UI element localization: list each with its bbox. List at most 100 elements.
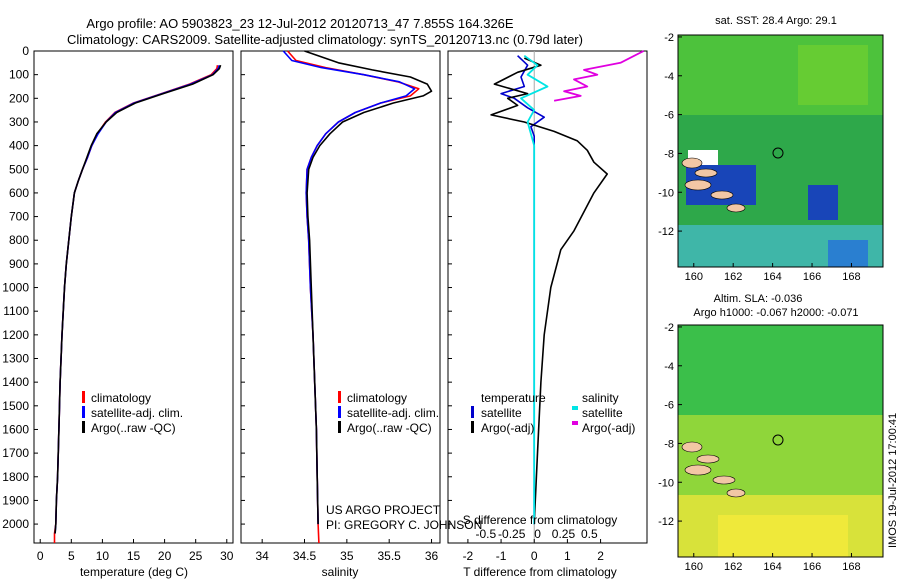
x-tick-label: 10 <box>96 549 110 563</box>
map-lat-label: -6 <box>664 110 674 122</box>
temperature-series-line-2 <box>54 64 222 534</box>
map-lat-label: -10 <box>658 477 674 489</box>
map-lat-label: -8 <box>664 148 674 160</box>
y-tick-label: 200 <box>9 91 29 105</box>
y-tick-label: 1800 <box>2 470 29 484</box>
legend-swatch-s-satellite <box>572 406 578 410</box>
legend-label: Argo(-adj) <box>582 421 635 435</box>
difference-series-group <box>490 50 645 543</box>
legend-swatch-argo <box>82 421 85 433</box>
island-shape <box>696 454 720 464</box>
x-tick-label: 30 <box>220 549 234 563</box>
map-lon-label: 168 <box>842 271 860 283</box>
map-lat-label: -4 <box>664 71 674 83</box>
map-lat-label: -6 <box>664 400 674 412</box>
x-tick-label: 35 <box>340 549 354 563</box>
map-lat-label: -2 <box>664 322 674 334</box>
sst-map-title: sat. SST: 28.4 Argo: 29.1 <box>715 15 837 27</box>
sla-map-title-line2: Argo h1000: -0.067 h2000: -0.071 <box>693 307 858 319</box>
legend-label: climatology <box>91 391 151 405</box>
island-shape <box>681 157 703 169</box>
map-lon-label: 160 <box>685 561 703 573</box>
x-tick-label: -1 <box>496 549 507 563</box>
difference-series-line-1 <box>490 57 609 525</box>
sst-map-cold-patch <box>828 240 868 267</box>
y-tick-label: 1300 <box>2 352 29 366</box>
y-tick-label: 1700 <box>2 446 29 460</box>
map-lat-label: -8 <box>664 438 674 450</box>
x-tick-label: 34 <box>255 549 269 563</box>
salinity-legend: climatology satellite-adj. clim. Argo(..… <box>338 391 439 435</box>
y-tick-label: 1500 <box>2 399 29 413</box>
difference-panel-frame <box>447 50 648 544</box>
x-tick-label: 0 <box>531 549 538 563</box>
legend-label: climatology <box>347 391 407 405</box>
temperature-series-group <box>53 64 222 543</box>
legend-label: Argo(..raw -QC) <box>91 421 176 435</box>
s-difference-xlabel: S difference from climatology <box>463 513 618 527</box>
difference-series-line-2 <box>520 54 549 525</box>
legend-swatch-satellite <box>338 406 341 418</box>
legend-swatch-s-argo <box>572 421 578 425</box>
legend-swatch-t-argo <box>471 421 474 433</box>
island-shape <box>712 475 736 485</box>
temperature-series-line-0 <box>53 65 219 543</box>
y-tick-label: 900 <box>9 257 29 271</box>
y-tick-label: 1900 <box>2 493 29 507</box>
x-tick-label: 36 <box>425 549 439 563</box>
y-tick-label: 1200 <box>2 328 29 342</box>
map-lon-label: 160 <box>685 271 703 283</box>
legend-label: satellite <box>481 406 522 420</box>
y-tick-label: 0 <box>22 44 29 58</box>
y-tick-label: 600 <box>9 186 29 200</box>
y-tick-label: 1100 <box>3 304 29 318</box>
y-tick-label: 700 <box>9 210 29 224</box>
map-lon-label: 166 <box>803 561 821 573</box>
island-shape <box>684 464 712 476</box>
island-shape <box>726 203 746 213</box>
pi-credit: PI: GREGORY C. JOHNSON <box>326 518 482 532</box>
x-tick-label: 15 <box>127 549 141 563</box>
y-tick-label: 500 <box>9 162 29 176</box>
salinity-xlabel: salinity <box>322 565 359 579</box>
salinity-series-group <box>282 50 433 544</box>
temperature-legend: climatology satellite-adj. clim. Argo(..… <box>82 391 183 435</box>
y-tick-label: 800 <box>9 233 29 247</box>
legend-swatch-t-satellite <box>471 406 474 418</box>
y-tick-label: 400 <box>9 139 29 153</box>
map-lon-label: 168 <box>842 561 860 573</box>
s-difference-tick-label: -0.25 <box>498 527 526 541</box>
project-credit: US ARGO PROJECT <box>326 503 441 517</box>
island-shape <box>684 179 712 191</box>
island-shape <box>681 441 703 453</box>
salinity-panel-frame <box>240 50 441 544</box>
island-shape <box>694 168 718 178</box>
map-lon-label: 162 <box>724 561 742 573</box>
x-tick-label: 35.5 <box>378 549 402 563</box>
map-lon-label: 166 <box>803 271 821 283</box>
temperature-series-line-1 <box>54 64 221 534</box>
sst-map-frame <box>677 34 884 268</box>
salinity-series-line-2 <box>304 50 433 525</box>
x-tick-label: -2 <box>463 549 474 563</box>
sla-map-high-patch <box>718 515 848 557</box>
argo-location-marker <box>772 147 784 159</box>
s-difference-tick-label: 0.5 <box>581 527 598 541</box>
map-lon-label: 162 <box>724 271 742 283</box>
sst-map-warm-patch <box>798 45 868 105</box>
sst-map <box>677 34 884 268</box>
y-tick-label: 1400 <box>2 375 29 389</box>
salinity-series-line-0 <box>287 50 420 544</box>
sst-map-cold-patch <box>808 185 838 220</box>
s-difference-tick-label: 0 <box>534 527 541 541</box>
plot-title-line2: Climatology: CARS2009. Satellite-adjuste… <box>67 32 583 47</box>
legend-swatch-climatology <box>82 391 85 403</box>
x-tick-label: 2 <box>597 549 604 563</box>
map-lon-label: 164 <box>763 271 781 283</box>
temperature-xlabel: temperature (deg C) <box>80 565 188 579</box>
x-tick-label: 1 <box>564 549 571 563</box>
t-difference-xlabel: T difference from climatology <box>463 565 617 579</box>
legend-swatch-argo <box>338 421 341 433</box>
difference-series-line-3 <box>553 50 645 102</box>
